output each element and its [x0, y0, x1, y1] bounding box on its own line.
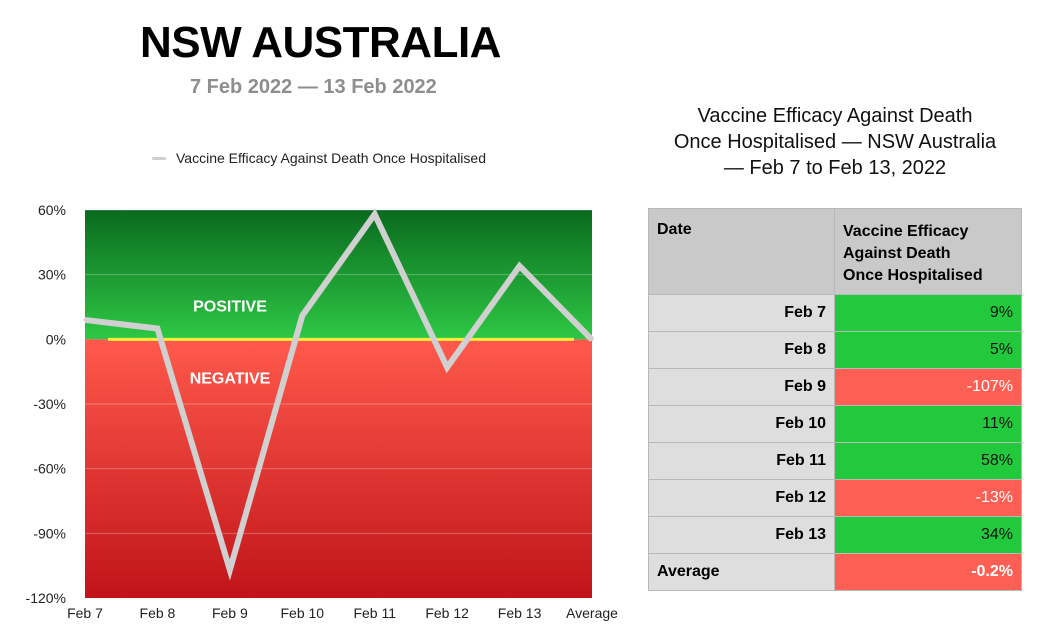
positive-region [85, 210, 592, 340]
table-title-line: — Feb 7 to Feb 13, 2022 [723, 157, 947, 179]
header-date: Date [648, 208, 835, 295]
negative-region [85, 339, 592, 598]
x-tick-label: Feb 7 [67, 605, 103, 621]
table-header-row: Date Vaccine Efficacy Against Death Once… [648, 208, 1022, 295]
row-value: 34% [834, 516, 1022, 554]
row-date: Feb 11 [648, 442, 835, 480]
data-point [445, 365, 449, 369]
x-tick-label: Average [566, 605, 618, 621]
x-tick-label: Feb 9 [212, 605, 248, 621]
row-date: Feb 9 [648, 368, 835, 406]
table-title: Vaccine Efficacy Against Death Once Hosp… [640, 103, 1030, 181]
data-point [155, 327, 159, 331]
average-value: -0.2% [834, 553, 1022, 591]
data-point [590, 338, 594, 342]
table-row: Feb 8 5% [648, 331, 1022, 369]
header-efficacy-line: Once Hospitalised [843, 267, 983, 284]
table-title-line: Vaccine Efficacy Against Death [697, 105, 973, 127]
row-date: Feb 7 [648, 294, 835, 332]
table-row: Feb 12 -13% [648, 479, 1022, 517]
x-tick-label: Feb 10 [280, 605, 324, 621]
row-value: 11% [834, 405, 1022, 443]
data-point [518, 264, 522, 268]
negative-label: NEGATIVE [190, 370, 271, 387]
y-tick-label: -60% [33, 461, 66, 477]
legend-line-swatch [152, 156, 166, 160]
row-date: Feb 8 [648, 331, 835, 369]
page-title: NSW AUSTRALIA [140, 18, 501, 67]
row-value: 5% [834, 331, 1022, 369]
legend-label: Vaccine Efficacy Against Death Once Hosp… [176, 150, 486, 166]
x-tick-label: Feb 13 [498, 605, 542, 621]
x-tick-label: Feb 12 [425, 605, 469, 621]
row-date: Feb 12 [648, 479, 835, 517]
y-tick-label: 60% [38, 202, 66, 218]
y-tick-label: 0% [46, 331, 66, 347]
x-tick-label: Feb 8 [140, 605, 176, 621]
table-row: Feb 10 11% [648, 405, 1022, 443]
y-tick-label: -120% [26, 590, 66, 606]
table-row: Feb 13 34% [648, 516, 1022, 554]
data-point [83, 318, 87, 322]
table-average-row: Average -0.2% [648, 553, 1022, 591]
data-point [373, 212, 377, 216]
positive-label: POSITIVE [193, 298, 267, 315]
table-row: Feb 7 9% [648, 294, 1022, 332]
y-tick-label: -30% [33, 396, 66, 412]
table-row: Feb 11 58% [648, 442, 1022, 480]
row-date: Feb 10 [648, 405, 835, 443]
x-tick-label: Feb 11 [353, 605, 396, 621]
chart-legend: Vaccine Efficacy Against Death Once Hosp… [152, 150, 486, 166]
line-chart: POSITIVE NEGATIVE 60% 30% 0% -30% -60% -90% -12… [26, 202, 619, 621]
header-efficacy: Vaccine Efficacy Against Death Once Hosp… [834, 208, 1022, 295]
date-range-subtitle: 7 Feb 2022 — 13 Feb 2022 [190, 76, 437, 98]
data-point [228, 568, 232, 572]
table-row: Feb 9 -107% [648, 368, 1022, 406]
row-value: 58% [834, 442, 1022, 480]
table-title-line: Once Hospitalised — NSW Australia [673, 131, 997, 153]
row-value: 9% [834, 294, 1022, 332]
header-efficacy-line: Against Death [843, 245, 951, 262]
row-date: Feb 13 [648, 516, 835, 554]
efficacy-table: Date Vaccine Efficacy Against Death Once… [648, 208, 1022, 591]
y-tick-label: -90% [33, 525, 66, 541]
y-tick-label: 30% [38, 267, 66, 283]
header-efficacy-line: Vaccine Efficacy [843, 223, 969, 240]
row-value: -13% [834, 479, 1022, 517]
average-label: Average [648, 553, 835, 591]
data-point [300, 314, 304, 318]
row-value: -107% [834, 368, 1022, 406]
series-line [84, 208, 595, 581]
